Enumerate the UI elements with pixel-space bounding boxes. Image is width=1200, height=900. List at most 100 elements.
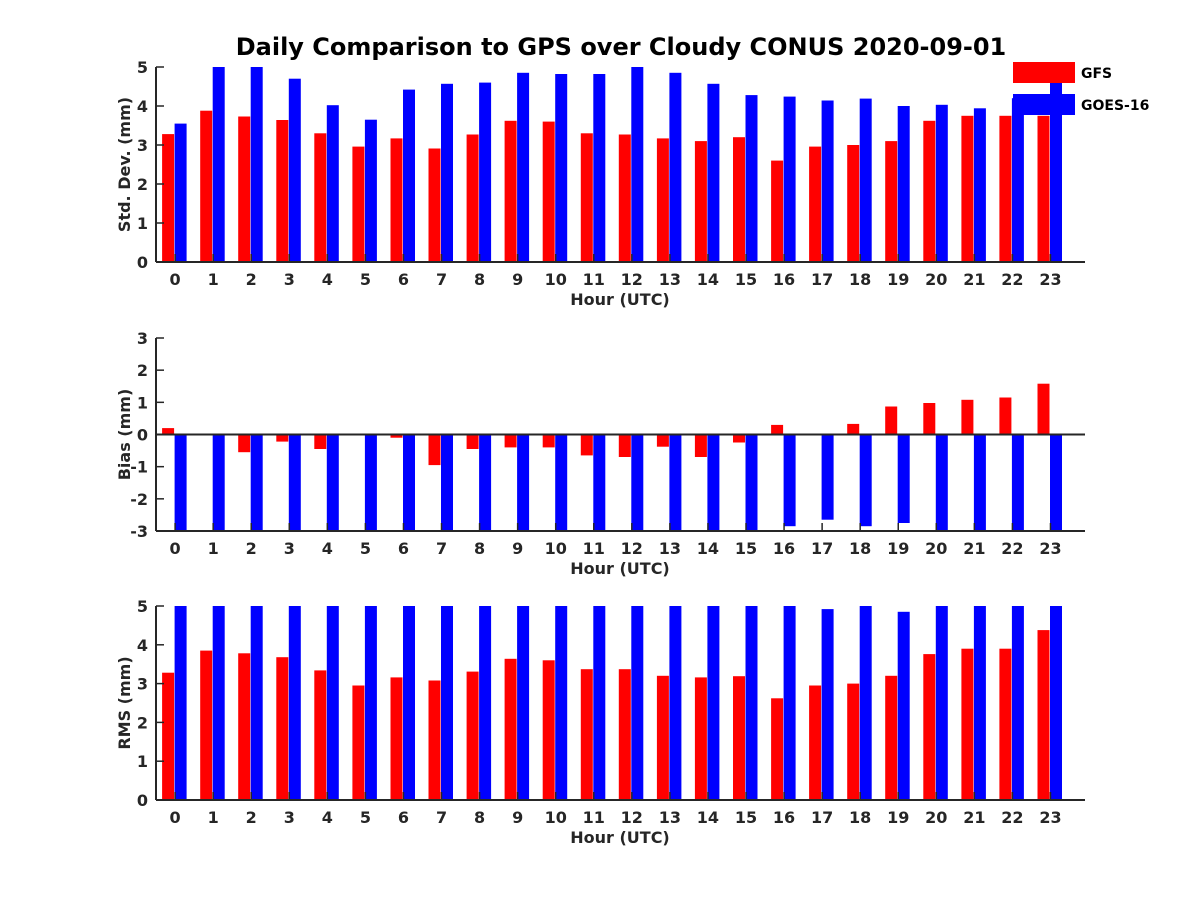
x-tick-label: 21 — [963, 808, 985, 827]
bar-goes-16-hour-14 — [707, 83, 720, 262]
bar-gfs-hour-0 — [162, 134, 175, 262]
bar-gfs-hour-2 — [238, 116, 251, 262]
bar-goes-16-hour-14 — [707, 606, 720, 800]
x-tick-label: 8 — [474, 539, 485, 558]
x-tick-label: 18 — [849, 539, 871, 558]
y-tick-label: 2 — [137, 713, 148, 732]
x-tick-label: 4 — [322, 808, 333, 827]
y-tick-label: 3 — [137, 675, 148, 694]
x-tick-label: 6 — [398, 270, 409, 289]
y-tick-label: 1 — [137, 752, 148, 771]
bar-goes-16-hour-15 — [745, 606, 758, 800]
bar-gfs-hour-15 — [733, 137, 745, 262]
bar-gfs-hour-4 — [314, 434, 327, 449]
bar-goes-16-hour-1 — [212, 67, 225, 262]
x-tick-label: 4 — [322, 539, 333, 558]
bar-gfs-hour-7 — [428, 680, 441, 800]
x-tick-label: 3 — [284, 539, 295, 558]
bar-gfs-hour-3 — [276, 657, 289, 800]
x-tick-label: 19 — [887, 539, 909, 558]
bar-goes-16-hour-0 — [174, 123, 187, 262]
x-tick-label: 3 — [284, 808, 295, 827]
y-tick-label: 0 — [137, 253, 148, 272]
y-tick-label: 1 — [137, 214, 148, 233]
x-tick-label: 15 — [735, 808, 757, 827]
bar-goes-16-hour-22 — [1011, 606, 1024, 800]
bar-goes-16-hour-17 — [821, 100, 834, 262]
bar-goes-16-hour-4 — [326, 105, 339, 262]
y-tick-label: 2 — [137, 361, 148, 380]
bar-gfs-hour-6 — [390, 434, 403, 438]
x-tick-label: 23 — [1039, 808, 1061, 827]
bar-gfs-hour-10 — [542, 121, 555, 262]
bar-gfs-hour-16 — [771, 160, 784, 262]
bar-goes-16-hour-21 — [973, 434, 986, 531]
x-tick-label: 12 — [621, 539, 643, 558]
x-tick-label: 11 — [583, 539, 605, 558]
bar-gfs-hour-4 — [314, 670, 327, 800]
bar-goes-16-hour-16 — [783, 606, 796, 800]
x-tick-label: 10 — [545, 270, 567, 289]
x-tick-label: 17 — [811, 808, 833, 827]
x-tick-label: 21 — [963, 270, 985, 289]
bar-goes-16-hour-10 — [555, 74, 568, 262]
x-tick-label: 12 — [621, 270, 643, 289]
bar-gfs-hour-14 — [694, 141, 707, 262]
y-tick-label: 3 — [137, 329, 148, 348]
bar-gfs-hour-13 — [656, 138, 669, 262]
bar-goes-16-hour-8 — [479, 82, 492, 262]
bar-gfs-hour-1 — [200, 110, 213, 262]
x-tick-label: 20 — [925, 539, 947, 558]
bar-goes-16-hour-8 — [479, 434, 492, 531]
bar-goes-16-hour-5 — [364, 606, 377, 800]
y-tick-label: -2 — [130, 490, 148, 509]
bar-goes-16-hour-19 — [897, 106, 910, 262]
x-tick-label: 16 — [773, 808, 795, 827]
y-tick-label: 4 — [137, 636, 148, 655]
y-tick-label: 2 — [137, 175, 148, 194]
x-tick-label: 21 — [963, 539, 985, 558]
bar-gfs-hour-23 — [1037, 383, 1050, 435]
bar-goes-16-hour-23 — [1050, 606, 1062, 800]
bar-gfs-hour-19 — [885, 675, 898, 800]
x-tick-label: 19 — [887, 808, 909, 827]
y-axis-label: Std. Dev. (mm) — [115, 97, 134, 232]
bar-gfs-hour-5 — [352, 146, 365, 262]
x-tick-label: 2 — [246, 270, 257, 289]
bar-goes-16-hour-2 — [250, 67, 263, 262]
x-tick-label: 13 — [659, 539, 681, 558]
bar-goes-16-hour-16 — [783, 434, 796, 527]
bar-gfs-hour-2 — [238, 653, 251, 800]
y-tick-label: 3 — [137, 136, 148, 155]
bar-goes-16-hour-7 — [441, 606, 453, 800]
x-tick-label: 2 — [246, 808, 257, 827]
bar-gfs-hour-21 — [961, 648, 974, 800]
x-tick-label: 2 — [246, 539, 257, 558]
x-tick-label: 12 — [621, 808, 643, 827]
bar-goes-16-hour-19 — [897, 434, 910, 523]
bar-goes-16-hour-4 — [326, 434, 339, 531]
bar-goes-16-hour-2 — [250, 434, 263, 531]
bar-gfs-hour-11 — [580, 669, 593, 800]
y-axis-label: RMS (mm) — [115, 656, 134, 749]
bar-goes-16-hour-2 — [250, 606, 263, 800]
bar-gfs-hour-8 — [466, 434, 479, 449]
bar-goes-16-hour-14 — [707, 434, 720, 531]
x-tick-label: 5 — [360, 808, 371, 827]
bar-goes-16-hour-12 — [631, 434, 644, 531]
chart-legend: GFS GOES-16 — [1013, 62, 1149, 115]
bar-goes-16-hour-10 — [555, 606, 568, 800]
bar-gfs-hour-0 — [162, 672, 175, 800]
bar-goes-16-hour-20 — [935, 434, 948, 531]
x-tick-label: 8 — [474, 270, 485, 289]
x-tick-label: 23 — [1039, 539, 1061, 558]
bar-gfs-hour-8 — [466, 671, 479, 800]
bar-goes-16-hour-23 — [1050, 434, 1062, 531]
bar-gfs-hour-20 — [923, 120, 936, 262]
bar-gfs-hour-11 — [580, 133, 593, 262]
bar-gfs-hour-14 — [694, 434, 707, 457]
